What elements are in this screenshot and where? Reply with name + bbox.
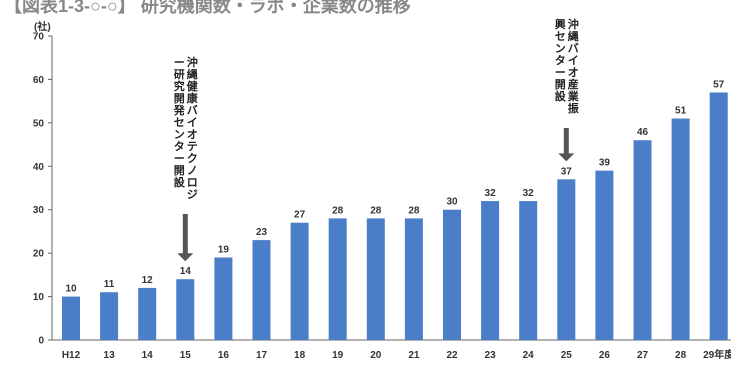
bar-14 xyxy=(595,170,614,340)
bar-3 xyxy=(176,279,195,340)
bar-value-label-11: 32 xyxy=(485,188,497,199)
x-tick-label-14: 26 xyxy=(599,350,611,361)
y-tick-label-0: 0 xyxy=(38,336,44,347)
bar-17 xyxy=(709,92,728,340)
y-tick-label-2: 20 xyxy=(33,249,45,260)
x-tick-label-15: 27 xyxy=(637,350,649,361)
chart-title: 【図表1-3-○-○】 研究機関数・ラボ・企業数の推移 xyxy=(4,0,411,16)
bar-1 xyxy=(100,292,119,340)
x-tick-label-7: 19 xyxy=(332,350,344,361)
bar-value-label-12: 32 xyxy=(523,188,535,199)
bar-10 xyxy=(443,209,461,340)
x-tick-label-11: 23 xyxy=(485,350,497,361)
bar-0 xyxy=(62,296,80,340)
x-tick-label-5: 17 xyxy=(256,350,268,361)
x-tick-label-4: 16 xyxy=(218,350,230,361)
x-tick-label-17: 29年度 xyxy=(703,348,731,361)
y-tick-label-4: 40 xyxy=(33,162,45,173)
x-tick-label-6: 18 xyxy=(294,350,306,361)
bar-value-label-10: 30 xyxy=(446,197,458,208)
bar-5 xyxy=(252,240,271,340)
annotation-arrow-head-0 xyxy=(177,253,194,262)
bar-value-label-3: 14 xyxy=(180,266,192,277)
bar-value-label-14: 39 xyxy=(599,158,611,169)
y-tick-label-1: 10 xyxy=(33,292,45,303)
bar-value-label-13: 37 xyxy=(561,166,573,177)
annotation-arrow-head-1 xyxy=(558,153,575,162)
x-tick-label-0: H12 xyxy=(62,350,81,361)
x-tick-label-16: 28 xyxy=(675,350,687,361)
y-tick-label-7: 70 xyxy=(33,32,45,43)
x-tick-label-2: 14 xyxy=(142,350,154,361)
x-tick-label-1: 13 xyxy=(104,350,116,361)
bar-9 xyxy=(404,218,423,340)
x-tick-label-12: 24 xyxy=(523,350,535,361)
bar-7 xyxy=(328,218,347,340)
y-tick-label-6: 60 xyxy=(33,75,45,86)
bar-15 xyxy=(633,140,652,340)
y-tick-label-3: 30 xyxy=(33,205,45,216)
bar-4 xyxy=(214,257,233,340)
bar-12 xyxy=(519,201,538,340)
y-axis-unit-label: (社) xyxy=(34,20,51,33)
bar-value-label-6: 27 xyxy=(294,210,306,221)
bar-value-label-7: 28 xyxy=(332,205,344,216)
bar-value-label-9: 28 xyxy=(408,205,420,216)
x-tick-label-9: 21 xyxy=(408,350,420,361)
bar-value-label-1: 11 xyxy=(104,279,115,290)
bar-8 xyxy=(366,218,385,340)
bar-16 xyxy=(671,118,690,340)
bar-value-label-16: 51 xyxy=(675,106,687,117)
x-tick-label-8: 20 xyxy=(370,350,382,361)
bar-value-label-2: 12 xyxy=(142,275,154,286)
bar-value-label-17: 57 xyxy=(713,79,725,90)
bar-6 xyxy=(290,222,309,340)
x-tick-label-3: 15 xyxy=(180,350,192,361)
bar-value-label-4: 19 xyxy=(218,244,230,255)
bar-value-label-15: 46 xyxy=(637,127,649,138)
bar-11 xyxy=(481,201,500,340)
bar-value-label-8: 28 xyxy=(370,205,382,216)
y-tick-label-5: 50 xyxy=(33,118,45,129)
annotation-text-1: 沖縄バイオ産業振興センター開設 xyxy=(555,17,580,115)
x-tick-label-10: 22 xyxy=(446,350,458,361)
bar-value-label-0: 10 xyxy=(65,284,77,295)
bar-value-label-5: 23 xyxy=(256,227,268,238)
x-tick-label-13: 25 xyxy=(561,350,573,361)
annotation-text-0: 沖縄健康バイオテクノロジー研究開発センター開設 xyxy=(173,55,199,201)
bar-13 xyxy=(557,179,576,340)
bar-2 xyxy=(138,287,157,340)
